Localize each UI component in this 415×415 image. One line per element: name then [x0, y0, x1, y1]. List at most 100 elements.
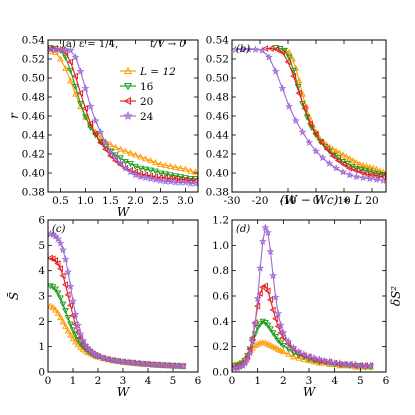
panel-a-point-0-24 [167, 162, 174, 169]
panel-a-xtick-label-2: 1.5 [102, 195, 119, 207]
panel-b-xlabel: (W − Wc) ∗ L [280, 193, 362, 207]
panel-b-point-3-15 [332, 164, 341, 172]
panel-a-point-0-4 [67, 77, 74, 84]
panel-d-point-0-17 [274, 345, 282, 352]
panel-d-point-3-16 [271, 293, 280, 301]
panel-d-point-0-23 [300, 355, 308, 362]
panel-b-point-0-26 [369, 164, 377, 171]
panel-c-point-0-8 [67, 331, 74, 338]
panel-d-point-3-1 [233, 364, 242, 372]
panel-c-point-0-5 [59, 318, 67, 325]
legend-entry-1: 16 [140, 81, 154, 93]
panel-a-ytick-label-3: 0.44 [22, 130, 46, 142]
panel-b-ytick-label-0: 0.38 [206, 187, 229, 199]
panel-c-point-3-22 [109, 356, 117, 364]
panel-c-point-3-29 [144, 359, 152, 368]
panel-d-point-2-12 [261, 282, 268, 290]
header-right: t/V → 0 [150, 39, 186, 50]
panel-d-point-3-17 [274, 309, 283, 318]
panel-b-ytick-label-4: 0.46 [206, 111, 230, 123]
panel-a-xtick-label-4: 2.5 [152, 195, 169, 207]
panel-a-ytick-label-4: 0.46 [22, 111, 46, 123]
panel-d-point-2-14 [266, 296, 274, 304]
panel-b-point-1-4 [290, 67, 297, 74]
panel-b-ytick-label-1: 0.40 [206, 168, 229, 180]
panel-c-xtick-label-1: 1 [70, 375, 77, 387]
panel-a-point-1-16 [127, 160, 134, 168]
panel-d-point-1-13 [264, 322, 272, 329]
panel-d-ytick-label-6: 1.2 [212, 215, 229, 227]
panel-a-point-3-8 [86, 102, 95, 110]
panel-a-xlabel: W [117, 205, 131, 219]
panel-c-ytick-label-3: 3 [38, 291, 45, 303]
panel-b-ytick-label-2: 0.42 [206, 149, 229, 161]
panel-d-point-1-14 [267, 326, 274, 333]
panel-a-point-3-20 [146, 174, 155, 183]
panel-c-xtick-label-0: 0 [45, 375, 52, 387]
panel-a-point-3-12 [106, 146, 115, 155]
panel-c-point-2-5 [59, 272, 66, 280]
panel-c-point-0-1 [49, 303, 57, 310]
panel-a-point-0-16 [127, 149, 134, 156]
legend-entry-0: L = 12 [139, 66, 176, 78]
panel-d-point-3-19 [279, 328, 288, 337]
panel-c-point-0-9 [69, 335, 77, 342]
panel-d-series-line-3 [234, 225, 371, 369]
panel-c-point-3-4 [56, 239, 65, 247]
panel-c-point-3-5 [59, 245, 67, 254]
panel-c-point-3-25 [124, 358, 132, 366]
panel-b-point-2-19 [368, 171, 375, 179]
panel-c-point-3-14 [81, 341, 90, 349]
legend-marker-0 [123, 66, 133, 75]
panel-a-ytick-label-6: 0.50 [22, 73, 45, 85]
panel-b-point-2-8 [306, 120, 313, 127]
panel-b-point-3-11 [305, 138, 314, 146]
panel-a-point-1-22 [157, 170, 164, 177]
panel-b-point-3-12 [312, 146, 320, 155]
panel-a-point-1-28 [187, 176, 194, 183]
panel-a-point-0-3 [62, 64, 69, 72]
panel-b-point-2-18 [362, 170, 369, 178]
panel-a-point-3-9 [91, 116, 100, 125]
panel-a-point-2-5 [71, 72, 79, 80]
panel-c-point-3-10 [71, 310, 80, 318]
panel-c-point-3-12 [76, 329, 85, 338]
panel-d-point-3-9 [253, 294, 262, 302]
panel-a-point-2-10 [96, 139, 104, 146]
panel-b-point-3-5 [264, 52, 273, 61]
panel-a-point-1-3 [62, 54, 69, 61]
panel-c-ytick-label-1: 1 [38, 341, 45, 353]
panel-a-point-1-24 [167, 172, 174, 179]
panel-d-point-1-20 [285, 346, 292, 353]
panel-a-point-1-4 [67, 67, 74, 74]
panel-a-point-3-13 [111, 153, 120, 162]
panel-a-point-3-18 [136, 172, 145, 181]
panel-c-point-0-4 [57, 314, 64, 321]
panel-b-point-2-10 [318, 139, 325, 146]
panel-a-point-1-18 [137, 165, 144, 172]
panel-b-point-0-4 [295, 77, 303, 84]
panel-a-point-0-19 [142, 155, 149, 162]
panel-c-xtick-label-4: 4 [145, 375, 152, 387]
panel-b-point-3-7 [278, 84, 287, 92]
panel-a-xtick-label-5: 3.0 [177, 195, 194, 207]
panel-b-point-0-20 [349, 157, 357, 164]
panel-c-point-3-19 [94, 351, 102, 360]
panel-d-point-1-10 [256, 321, 264, 328]
panel-a-ytick-label-1: 0.40 [22, 168, 45, 180]
panel-a-point-0-25 [172, 163, 179, 170]
panel-b-point-0-29 [379, 168, 386, 175]
panel-b-ytick-label-8: 0.54 [206, 35, 230, 47]
panel-b-point-3-16 [338, 167, 347, 176]
panel-b-point-3-21 [372, 175, 381, 184]
panel-c-point-1-9 [69, 327, 77, 334]
panel-c-point-0-6 [62, 322, 69, 329]
panel-b-point-3-18 [352, 172, 361, 181]
panel-b-ytick-label-5: 0.48 [206, 92, 229, 104]
panel-c-point-3-9 [69, 296, 77, 305]
panel-a-axes: 0.5 1.0 1.5 2.0 2.5 3.0 0.38 0.40 0.42 0.44 0.46 0.… [7, 35, 199, 219]
panel-d-point-0-20 [285, 350, 292, 357]
panel-b-point-3-9 [291, 116, 300, 125]
panel-b-point-3-0 [232, 45, 240, 53]
panel-d-point-3-21 [289, 343, 298, 352]
